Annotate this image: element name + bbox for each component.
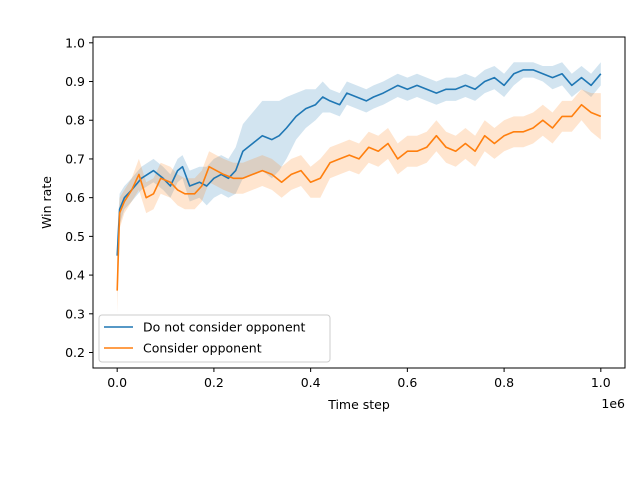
legend: Do not consider opponent Consider oppone… xyxy=(98,314,331,363)
y-tick-label: 0.2 xyxy=(65,345,85,360)
y-tick-label: 0.3 xyxy=(65,306,85,321)
confidence-bands xyxy=(117,62,601,314)
x-scale-offset: 1e6 xyxy=(601,396,625,411)
series-line-0 xyxy=(116,69,602,256)
legend-label-orange: Consider opponent xyxy=(143,341,262,356)
x-tick-label: 0.6 xyxy=(397,375,417,390)
y-tick-label: 0.5 xyxy=(65,229,85,244)
x-axis-label: Time step xyxy=(327,397,390,412)
y-tick-label: 0.6 xyxy=(65,190,85,205)
x-axis-ticks: 0.0 0.2 0.4 0.6 0.8 1.0 xyxy=(107,368,611,390)
x-tick-label: 1.0 xyxy=(591,375,611,390)
y-tick-label: 0.7 xyxy=(65,151,85,166)
y-tick-label: 0.9 xyxy=(65,74,85,89)
y-axis-ticks: 0.2 0.3 0.4 0.5 0.6 0.7 0.8 0.9 1.0 xyxy=(65,35,93,360)
x-tick-label: 0.4 xyxy=(301,375,321,390)
legend-box xyxy=(98,314,331,363)
series-lines xyxy=(116,69,602,291)
y-tick-label: 0.4 xyxy=(65,268,85,283)
x-tick-label: 0.8 xyxy=(494,375,514,390)
y-tick-label: 1.0 xyxy=(65,35,85,50)
x-tick-label: 0.0 xyxy=(107,375,127,390)
plot-frame xyxy=(92,36,626,369)
y-tick-label: 0.8 xyxy=(65,113,85,128)
series-line-1 xyxy=(116,103,602,291)
y-axis-label: Win rate xyxy=(39,176,54,229)
confidence-band-1 xyxy=(117,89,601,314)
legend-label-blue: Do not consider opponent xyxy=(143,320,306,335)
x-tick-label: 0.2 xyxy=(204,375,224,390)
